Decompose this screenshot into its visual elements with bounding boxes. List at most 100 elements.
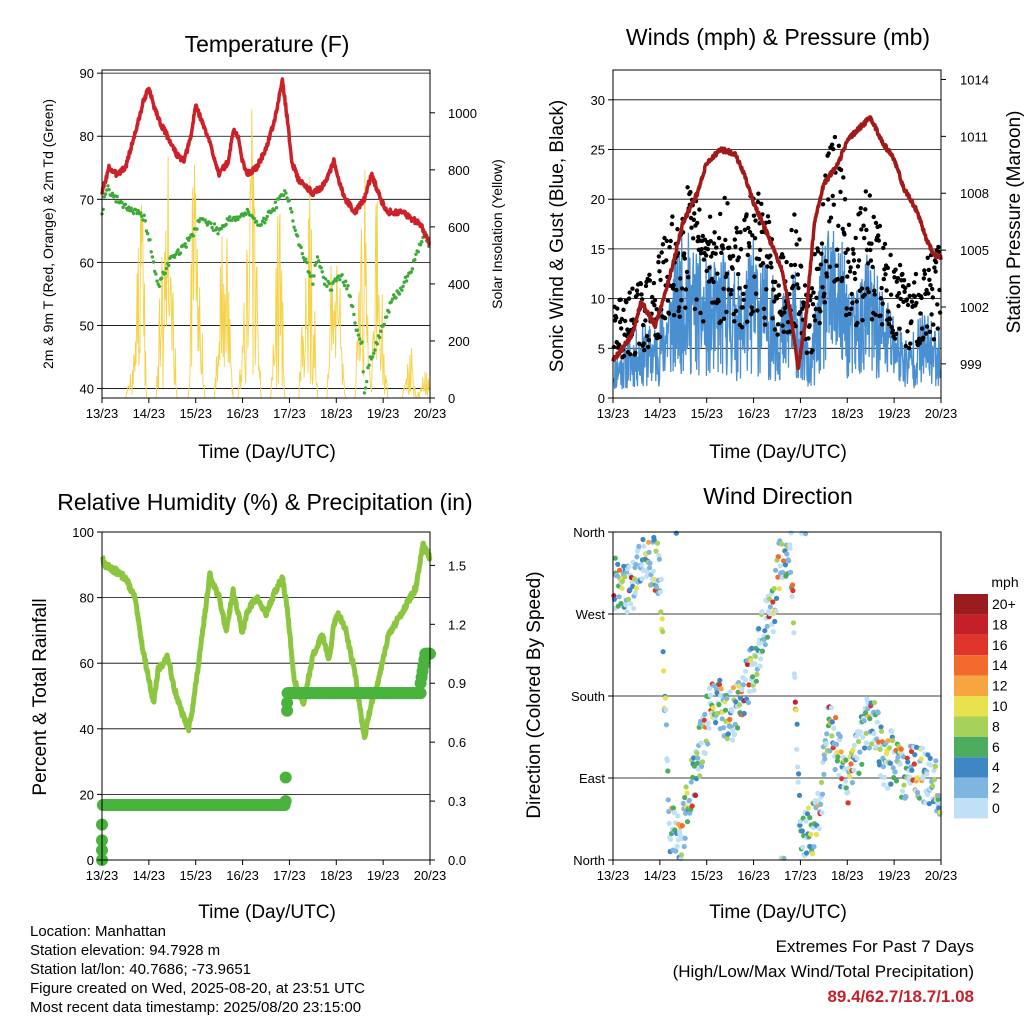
direction-point <box>707 692 714 698</box>
humidity-x-tick-labels: 13/23 14/23 15/23 16/23 17/23 18/23 19/23 20/23 <box>86 860 446 883</box>
temperature-right-axis-label: Solar Insolation (Yellow) <box>489 159 505 309</box>
gust-point <box>704 253 709 258</box>
direction-point <box>724 695 730 702</box>
gust-point <box>906 346 912 351</box>
gust-point <box>615 306 620 311</box>
gust-point <box>728 256 733 261</box>
dewpoint-point <box>394 296 398 300</box>
direction-point <box>834 758 841 764</box>
gust-point <box>861 223 866 228</box>
gust-point <box>664 238 669 244</box>
direction-point <box>657 589 663 595</box>
direction-point <box>718 686 724 692</box>
gust-point <box>781 255 786 260</box>
dewpoint-point <box>155 279 159 283</box>
gust-point <box>675 227 680 232</box>
direction-point <box>719 716 725 722</box>
gust-point <box>731 311 736 317</box>
gust-point <box>769 265 774 270</box>
dewpoint-point <box>246 210 251 214</box>
gust-point <box>793 229 799 234</box>
gust-point <box>932 265 937 270</box>
temperature-left-tick-label: 70 <box>80 192 94 207</box>
gust-point <box>676 308 681 314</box>
gust-point <box>689 225 694 230</box>
gust-point <box>656 254 662 259</box>
dewpoint-point <box>292 225 296 229</box>
direction-point <box>705 720 711 726</box>
direction-point <box>612 555 618 561</box>
wind-right-tick-label: 1008 <box>960 186 989 201</box>
direction-point <box>639 562 645 568</box>
gust-point <box>813 318 818 323</box>
dewpoint-point <box>413 258 417 262</box>
gust-point <box>845 274 850 279</box>
humidity-precip-panel: Relative Humidity (%) & Precipitation (i… <box>30 489 473 923</box>
gust-point <box>906 283 911 288</box>
gust-point <box>659 250 664 255</box>
humidity-right-tick-label: 0.9 <box>448 676 466 691</box>
direction-point <box>716 702 722 708</box>
direction-point <box>633 561 639 568</box>
direction-point <box>770 599 776 605</box>
gust-point <box>880 301 885 306</box>
gust-point <box>849 291 854 297</box>
humidity-left-tick-label: 20 <box>80 787 94 802</box>
gust-point <box>715 271 720 276</box>
dewpoint-point <box>172 255 177 259</box>
direction-point <box>617 567 623 573</box>
legend-label: 20+ <box>992 596 1016 612</box>
legend-swatch <box>954 798 988 819</box>
gust-point <box>894 279 899 284</box>
dewpoint-point <box>404 279 409 283</box>
direction-point <box>788 569 794 575</box>
direction-point <box>684 790 690 796</box>
dewpoint-point <box>259 223 263 227</box>
gust-point <box>711 279 716 285</box>
wind-right-tick-label: 999 <box>960 357 982 372</box>
direction-point <box>698 740 704 746</box>
gust-point <box>813 307 818 312</box>
gust-point <box>772 327 777 332</box>
gust-point <box>688 189 693 195</box>
humidity-plot-frame <box>101 531 431 861</box>
direction-point <box>892 769 898 775</box>
direction-point <box>654 584 660 590</box>
gust-point <box>750 233 755 238</box>
gust-point <box>733 308 739 314</box>
gust-point <box>635 292 640 297</box>
gust-point <box>782 310 787 315</box>
dewpoint-point <box>284 191 288 195</box>
gust-point <box>750 309 755 314</box>
direction-point <box>857 749 863 755</box>
direction-point <box>871 731 877 737</box>
dewpoint-point <box>418 243 423 247</box>
gust-point <box>881 276 886 282</box>
gust-point <box>623 318 628 324</box>
dewpoint-series <box>100 184 431 395</box>
meta-timestamp: Most recent data timestamp: 2025/08/20 2… <box>30 999 362 1016</box>
gust-point <box>784 259 789 265</box>
gust-point <box>850 300 855 306</box>
gust-point <box>811 290 816 295</box>
gust-point <box>849 306 854 311</box>
direction-point <box>787 545 793 552</box>
direction-x-tick-labels: 13/23 14/23 15/23 16/23 17/23 18/23 19/23 20/23 <box>597 860 957 883</box>
direction-left-tick-label: East <box>579 771 605 786</box>
dewpoint-point <box>370 355 375 359</box>
wind-right-tick-label: 1014 <box>960 72 989 87</box>
direction-point <box>632 590 639 596</box>
gust-point <box>840 226 845 232</box>
gust-point <box>768 260 773 266</box>
direction-point <box>665 768 671 774</box>
gust-point <box>730 253 736 259</box>
temperature-right-tick-label: 800 <box>448 163 470 178</box>
gust-point <box>646 344 651 350</box>
gust-point <box>765 264 770 269</box>
direction-point <box>784 551 790 557</box>
gust-point <box>627 290 632 295</box>
gust-point <box>824 274 830 279</box>
dewpoint-point <box>342 283 347 288</box>
extremes-subheading: (High/Low/Max Wind/Total Precipitation) <box>672 962 974 981</box>
gust-point <box>677 314 682 319</box>
